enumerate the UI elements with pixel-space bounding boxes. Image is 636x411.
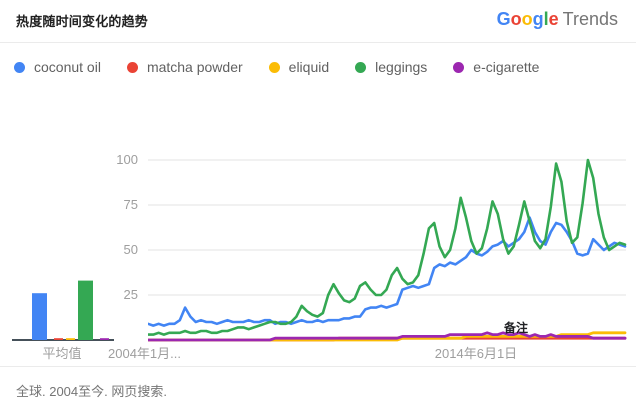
legend-label: leggings bbox=[375, 59, 428, 75]
average-bar-leggings bbox=[78, 280, 93, 340]
query-scope-text: 全球. 2004至今. 网页搜索. bbox=[16, 384, 167, 399]
series-line-e-cigarette[interactable] bbox=[148, 331, 627, 342]
series-line-coconut-oil[interactable] bbox=[148, 216, 627, 327]
average-bar-matcha-powder bbox=[54, 338, 63, 340]
google-logo-letter: o bbox=[510, 9, 522, 29]
google-logo-letters: Google bbox=[497, 9, 559, 29]
legend-dot-icon bbox=[355, 61, 367, 73]
averages-axis-label: 平均值 bbox=[42, 346, 82, 361]
google-logo-suffix: Trends bbox=[562, 9, 618, 29]
google-logo-letter: g bbox=[532, 9, 544, 29]
google-logo-letter: o bbox=[521, 9, 533, 29]
google-logo-letter: G bbox=[496, 9, 511, 29]
series-line-leggings[interactable] bbox=[148, 158, 627, 336]
averages-bar-chart bbox=[12, 280, 114, 341]
google-trends-logo[interactable]: Google Trends bbox=[497, 9, 618, 30]
legend-label: eliquid bbox=[288, 59, 330, 75]
x-tick-start: 2004年1月... bbox=[108, 346, 181, 361]
y-tick-100: 100 bbox=[116, 152, 138, 167]
y-tick-25: 25 bbox=[123, 287, 138, 302]
y-tick-50: 50 bbox=[123, 242, 138, 257]
legend-item-e-cigarette[interactable]: e-cigarette bbox=[453, 59, 539, 75]
legend-item-leggings[interactable]: leggings bbox=[355, 59, 427, 75]
legend-dot-icon bbox=[14, 61, 25, 73]
header-divider bbox=[0, 42, 636, 43]
legend-item-coconut-oil[interactable]: coconut oil bbox=[14, 59, 101, 75]
legend-dot-icon bbox=[453, 61, 465, 73]
legend-item-matcha-powder[interactable]: matcha powder bbox=[126, 59, 243, 75]
legend-dot-icon bbox=[268, 61, 280, 73]
google-logo-letter: l bbox=[543, 9, 549, 29]
average-bar-coconut-oil bbox=[32, 293, 47, 340]
interest-over-time-chart[interactable] bbox=[148, 150, 630, 346]
x-tick-mid: 2014年6月1日 bbox=[434, 346, 518, 361]
average-bar-eliquid bbox=[66, 338, 75, 340]
annotation-flag[interactable]: 备注 bbox=[504, 321, 529, 335]
average-bar-e-cigarette bbox=[100, 338, 109, 340]
legend-label: coconut oil bbox=[34, 59, 101, 75]
legend: coconut oil matcha powder eliquid leggings e… bbox=[14, 55, 539, 79]
legend-label: matcha powder bbox=[146, 59, 243, 75]
google-logo-letter: e bbox=[548, 9, 559, 29]
legend-label: e-cigarette bbox=[473, 59, 540, 75]
page-title: 热度随时间变化的趋势 bbox=[16, 14, 149, 29]
footer-divider bbox=[0, 366, 636, 367]
legend-dot-icon bbox=[126, 61, 138, 73]
y-tick-75: 75 bbox=[123, 197, 138, 212]
legend-item-eliquid[interactable]: eliquid bbox=[268, 59, 330, 75]
